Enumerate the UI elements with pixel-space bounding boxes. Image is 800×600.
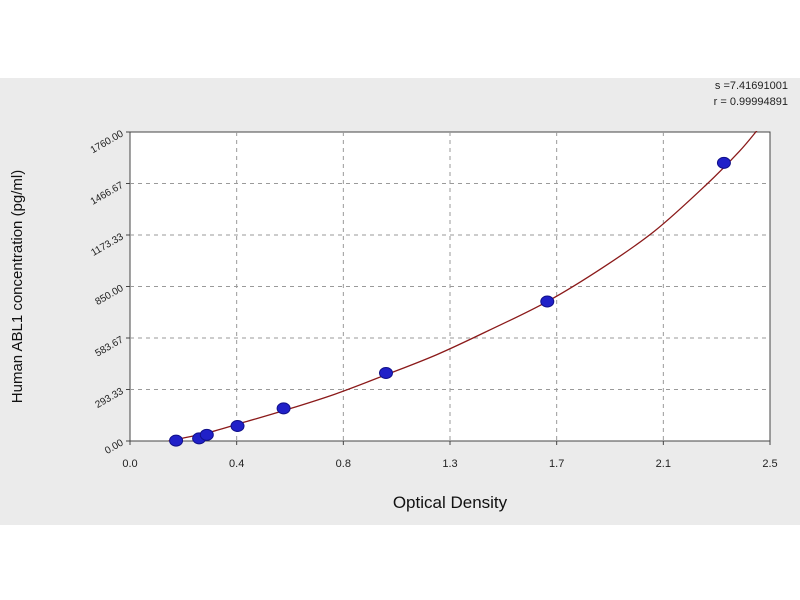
y-tick-label: 1760.00 <box>89 128 126 156</box>
data-point <box>379 367 393 380</box>
y-tick-label: 850.00 <box>94 283 126 308</box>
y-tick-label: 1466.67 <box>89 180 126 208</box>
x-tick-label: 1.7 <box>549 458 564 470</box>
x-tick-label: 2.1 <box>656 458 671 470</box>
data-point <box>169 434 184 447</box>
x-tick-label: 2.5 <box>762 458 777 470</box>
stat-s-value: s =7.41691001 <box>714 80 788 92</box>
x-tick-label: 0.0 <box>122 458 137 470</box>
data-point <box>230 419 245 432</box>
y-axis-title: Human ABL1 concentration (pg/ml) <box>9 170 26 403</box>
x-tick-label: 0.8 <box>336 458 351 470</box>
data-point <box>199 428 214 441</box>
y-tick-label: 1173.33 <box>89 231 126 258</box>
data-point <box>716 156 731 169</box>
x-tick-label: 1.3 <box>442 458 457 470</box>
data-point <box>276 402 291 415</box>
y-tick-label: 0.00 <box>103 437 126 456</box>
x-tick-label: 0.4 <box>229 458 244 470</box>
x-axis-title: Optical Density <box>393 493 508 512</box>
fit-curve <box>168 131 758 441</box>
y-tick-label: 293.33 <box>94 386 126 411</box>
data-point <box>540 295 555 308</box>
stat-r-value: r = 0.99994891 <box>713 96 788 108</box>
y-tick-label: 583.67 <box>94 334 126 359</box>
